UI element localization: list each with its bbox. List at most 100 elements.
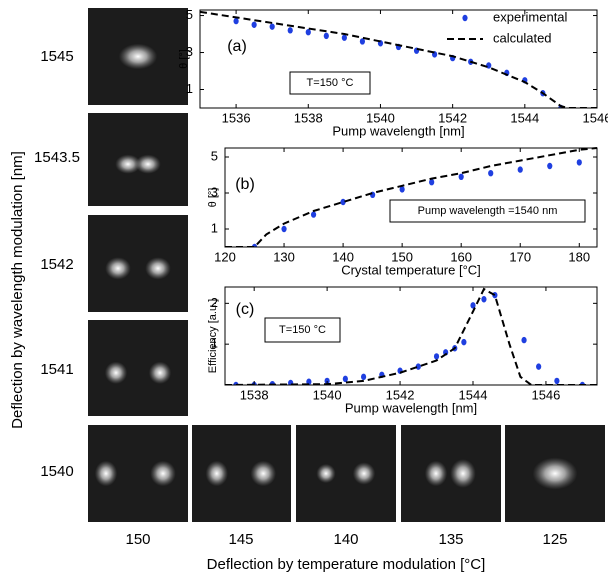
beam-spot: [105, 257, 131, 280]
y-tick-label: 5: [211, 148, 218, 163]
beam-spot: [118, 43, 158, 70]
x-tick-label: 1538: [294, 110, 323, 125]
annotation-text: Pump wavelength =1540 nm: [418, 205, 558, 217]
y-axis-title: Efficiency [a.u.]: [207, 299, 219, 373]
beam-spot: [150, 460, 176, 487]
y-tick-label: 2: [211, 295, 218, 310]
camera-image: [88, 320, 188, 416]
plot-frame: [224, 147, 598, 248]
data-point: [415, 363, 421, 370]
data-point: [433, 353, 440, 360]
y-tick-label: 1: [211, 220, 218, 235]
x-tick-label: 1546: [583, 110, 608, 125]
x-tick-label: 160: [450, 249, 472, 264]
beam-spot: [352, 462, 376, 485]
beam-spot: [145, 257, 171, 280]
x-axis-title: Pump wavelength [nm]: [345, 400, 477, 415]
x-tick-label: 1544: [459, 387, 488, 402]
data-point: [269, 23, 275, 30]
column-label: 150: [125, 531, 150, 548]
calculated-line: [225, 287, 597, 385]
beam-spot: [450, 459, 476, 488]
x-tick-label: 120: [214, 249, 236, 264]
row-label: 1541: [40, 361, 73, 378]
y-axis-label: Deflection by wavelength modulation [nm]: [9, 151, 26, 429]
data-point: [287, 27, 293, 34]
x-axis-title: Pump wavelength [nm]: [332, 123, 464, 138]
y-tick-label: 1: [211, 336, 218, 351]
y-axis-title: θ [°]: [207, 188, 219, 208]
data-point: [310, 211, 317, 218]
data-point: [340, 198, 346, 206]
beam-spot: [532, 457, 578, 490]
annotation-box: [289, 71, 371, 95]
calculated-line: [225, 147, 597, 247]
camera-image: [296, 425, 396, 522]
row-label: 1543.5: [34, 149, 80, 166]
data-point: [305, 28, 311, 36]
plot-frame: [224, 286, 598, 386]
data-point: [521, 336, 527, 344]
column-label: 125: [542, 531, 567, 548]
x-tick-label: 180: [568, 249, 590, 264]
beam-spot: [104, 361, 128, 384]
x-tick-label: 1536: [222, 110, 251, 125]
data-point: [547, 162, 553, 170]
annotation-text: T=150 °C: [307, 77, 354, 89]
data-point: [399, 186, 405, 193]
panel-label: (a): [227, 38, 247, 55]
data-point: [429, 179, 435, 186]
beam-spot: [135, 154, 161, 174]
row-label: 1540: [40, 463, 73, 480]
data-point: [323, 32, 329, 40]
legend-marker: [462, 14, 468, 22]
beam-spot: [424, 460, 448, 487]
y-tick-label: 5: [186, 7, 193, 22]
data-point: [342, 375, 348, 383]
beam-spot: [205, 460, 228, 487]
row-label: 1545: [40, 48, 73, 65]
beam-spot: [94, 460, 118, 487]
column-label: 145: [228, 531, 253, 548]
data-point: [458, 173, 464, 180]
x-axis-label: Deflection by temperature modulation [°C…: [207, 556, 486, 573]
calculated-line: [200, 10, 597, 108]
column-label: 135: [438, 531, 463, 548]
data-point: [576, 159, 582, 166]
data-point: [306, 378, 312, 385]
data-point: [470, 302, 476, 309]
y-axis-title: θ [°]: [178, 49, 190, 69]
x-tick-label: 1542: [438, 110, 467, 125]
column-label: 140: [333, 531, 358, 548]
annotation-box: [264, 317, 341, 343]
data-point: [359, 38, 366, 45]
panel-label: (c): [236, 301, 255, 318]
data-point: [486, 62, 492, 69]
annotation-box: [389, 199, 586, 223]
row-label: 1542: [40, 256, 73, 273]
x-tick-label: 150: [391, 249, 413, 264]
legend-label: calculated: [493, 30, 552, 45]
panel-label: (b): [235, 176, 255, 193]
y-tick-label: 3: [186, 44, 193, 59]
data-point: [233, 17, 239, 25]
beam-spot: [115, 154, 141, 174]
data-point: [461, 338, 467, 346]
data-point: [536, 363, 542, 370]
annotation-text: T=150 °C: [279, 324, 326, 336]
x-tick-label: 1546: [531, 387, 560, 402]
x-tick-label: 1538: [240, 387, 269, 402]
x-tick-label: 1542: [386, 387, 415, 402]
data-point: [481, 296, 487, 303]
x-tick-label: 170: [509, 249, 531, 264]
data-point: [281, 225, 287, 233]
x-tick-label: 130: [273, 249, 295, 264]
beam-spot: [148, 361, 172, 384]
y-tick-label: 3: [211, 184, 218, 199]
x-tick-label: 1544: [510, 110, 539, 125]
x-tick-label: 1540: [366, 110, 395, 125]
plot-frame: [199, 9, 598, 109]
beam-spot: [250, 460, 277, 487]
data-point: [554, 377, 560, 385]
